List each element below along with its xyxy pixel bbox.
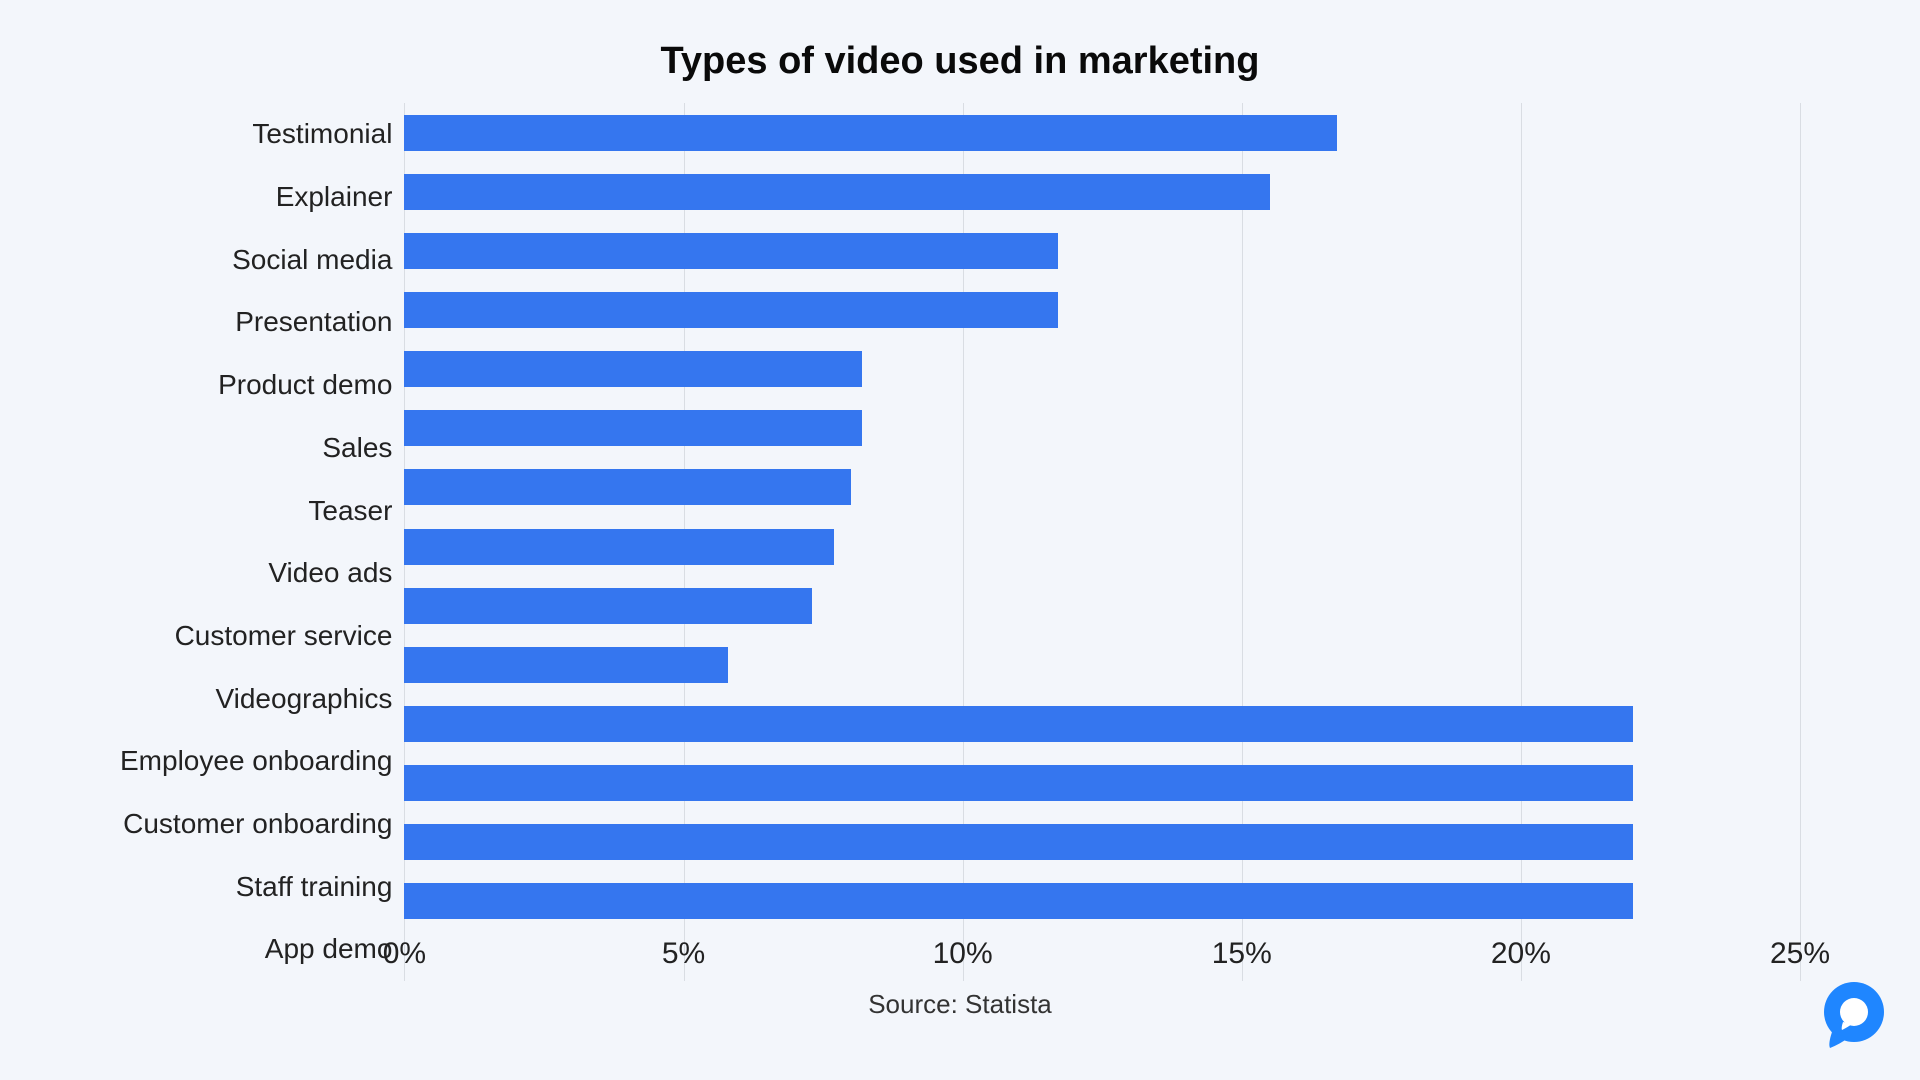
bar-row [404, 824, 1800, 860]
x-axis-tick: 5% [662, 937, 705, 971]
bar-row [404, 410, 1800, 446]
bar [404, 410, 862, 446]
bar-row [404, 883, 1800, 919]
y-axis-label: Teaser [308, 493, 392, 529]
bar-row [404, 292, 1800, 328]
bar-row [404, 529, 1800, 565]
bar-row [404, 233, 1800, 269]
bar-row [404, 765, 1800, 801]
bar-row [404, 588, 1800, 624]
source-label: Source: Statista [120, 989, 1800, 1020]
bar [404, 706, 1632, 742]
y-axis-label: Sales [322, 430, 392, 466]
bar-row [404, 706, 1800, 742]
y-axis-label: Social media [232, 242, 392, 278]
bar-row [404, 351, 1800, 387]
bar [404, 233, 1057, 269]
plot-area: Testimonial Explainer Social media Presenta… [120, 103, 1800, 981]
x-axis-tick: 10% [933, 937, 993, 971]
y-axis-label: Product demo [218, 367, 392, 403]
chat-bubble-icon[interactable] [1818, 978, 1890, 1050]
x-axis-tick: 15% [1212, 937, 1272, 971]
bar [404, 647, 728, 683]
y-axis-label: Explainer [276, 179, 393, 215]
bar [404, 292, 1057, 328]
bar-row [404, 647, 1800, 683]
y-axis-label: Staff training [236, 869, 393, 905]
y-axis-label: Presentation [235, 304, 392, 340]
gridline [1800, 103, 1801, 981]
bar [404, 529, 834, 565]
x-axis-tick: 20% [1491, 937, 1551, 971]
chart-container: Types of video used in marketing Testimo… [0, 0, 1920, 1080]
bars [404, 103, 1800, 931]
y-axis-label: Testimonial [252, 116, 392, 152]
bar [404, 469, 851, 505]
y-axis-label: App demo [265, 931, 393, 967]
x-axis-tick: 0% [383, 937, 426, 971]
bars-area: 0%5%10%15%20%25% [404, 103, 1800, 981]
x-axis: 0%5%10%15%20%25% [404, 931, 1800, 981]
bar [404, 115, 1336, 151]
bar [404, 765, 1632, 801]
x-axis-tick: 25% [1770, 937, 1830, 971]
y-axis-labels: Testimonial Explainer Social media Presenta… [120, 103, 404, 981]
bar [404, 588, 812, 624]
bar [404, 824, 1632, 860]
bar-row [404, 469, 1800, 505]
chart-title: Types of video used in marketing [120, 40, 1800, 83]
bar [404, 883, 1632, 919]
y-axis-label: Video ads [268, 555, 392, 591]
bar-row [404, 174, 1800, 210]
y-axis-label: Customer service [175, 618, 393, 654]
bar [404, 174, 1269, 210]
y-axis-label: Employee onboarding [120, 743, 392, 779]
y-axis-label: Videographics [215, 681, 392, 717]
bar [404, 351, 862, 387]
bar-row [404, 115, 1800, 151]
y-axis-label: Customer onboarding [123, 806, 392, 842]
